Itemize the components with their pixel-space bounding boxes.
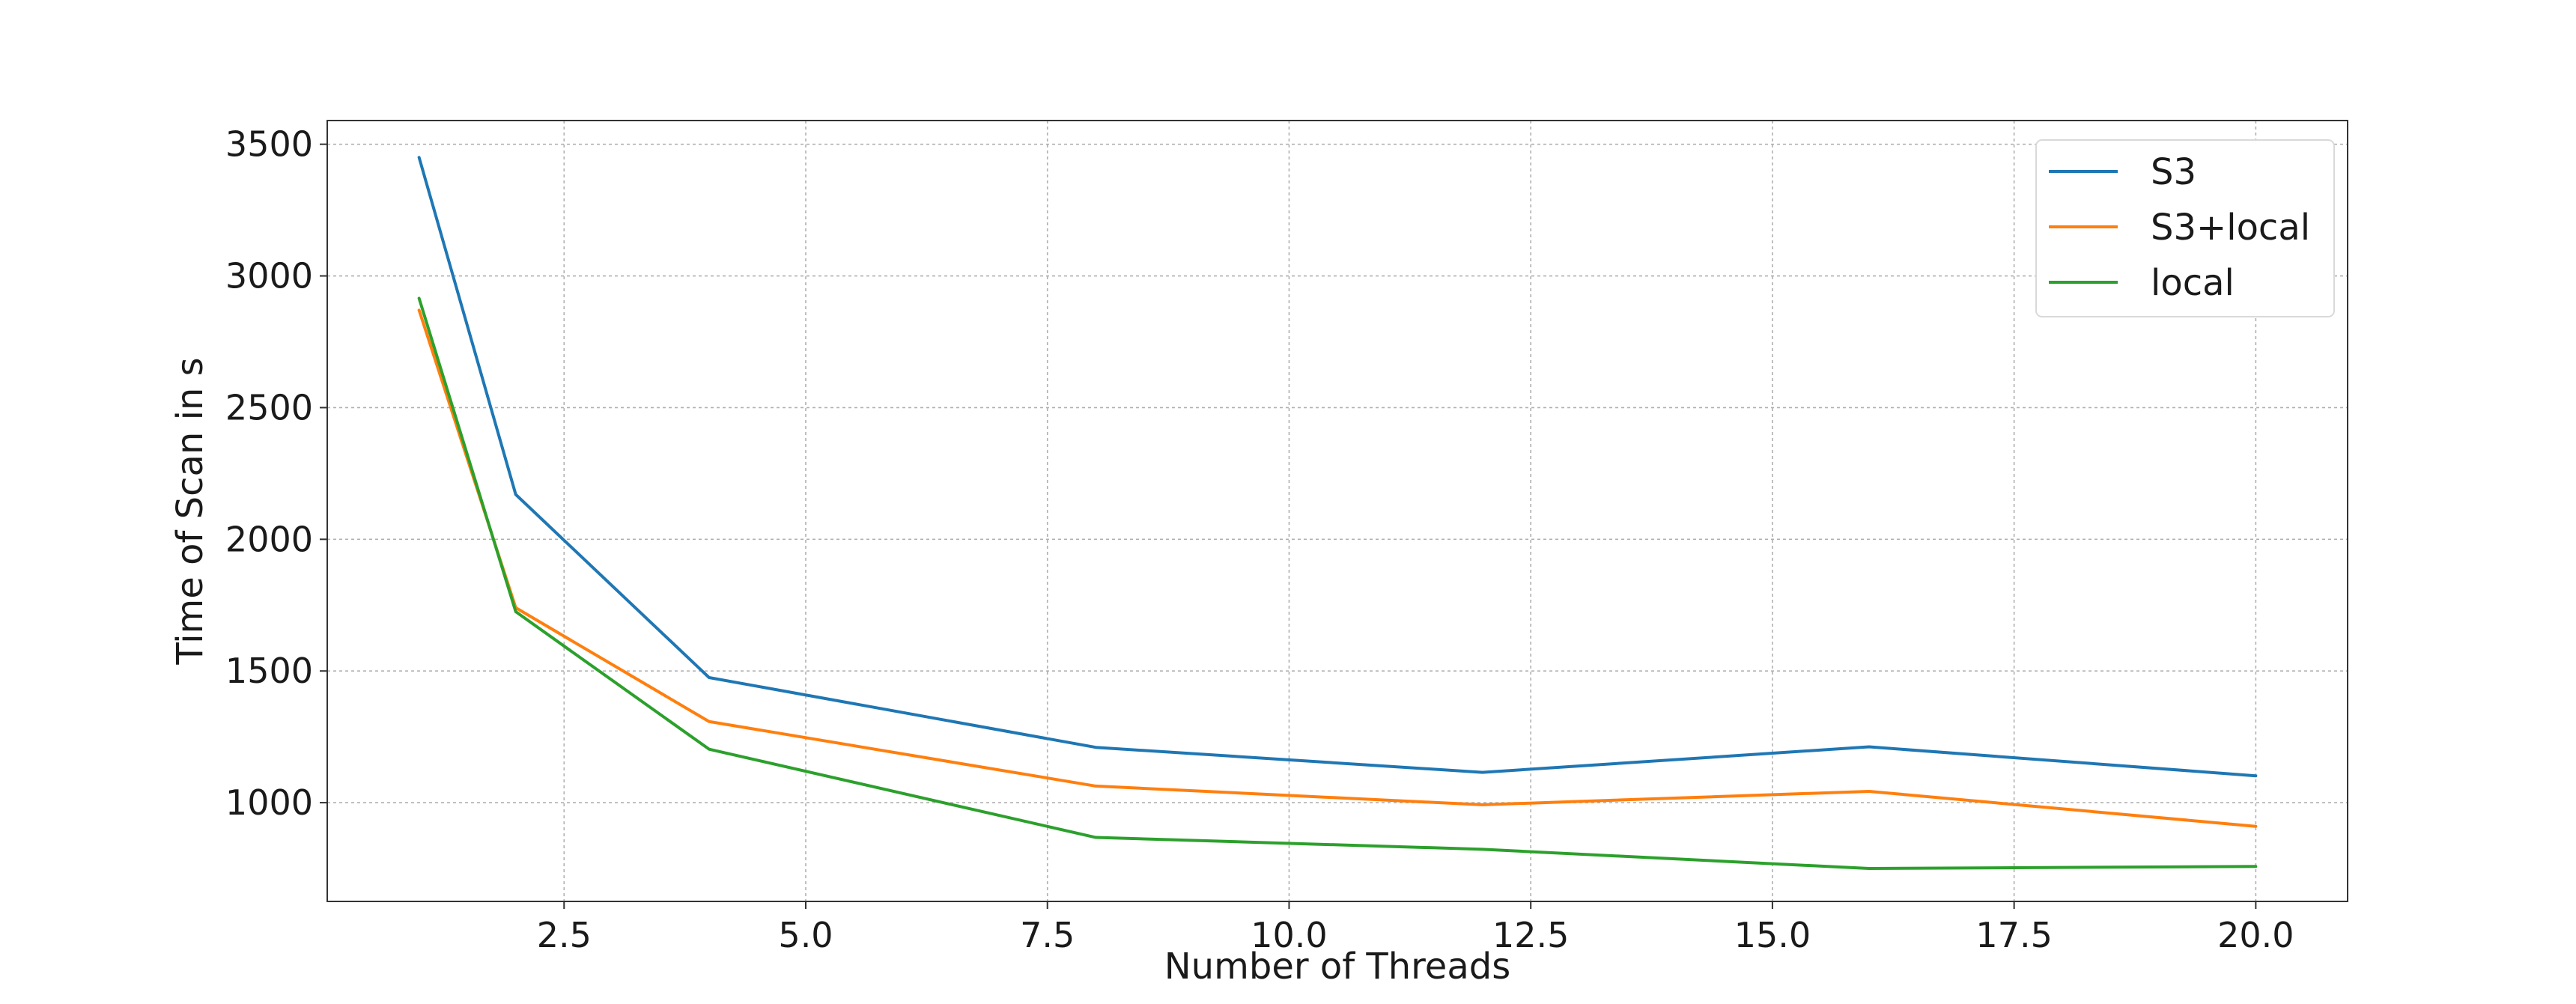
legend-box [2035, 139, 2335, 317]
series-line-local [417, 296, 2258, 871]
legend-label: local [2151, 262, 2235, 304]
y-tick-label: 2000 [225, 519, 313, 559]
y-tick-label: 3000 [225, 256, 313, 296]
y-tick-label: 2500 [225, 387, 313, 428]
series-lines [417, 156, 2258, 871]
x-tick-label: 15.0 [1734, 915, 1811, 955]
x-axis-ticks: 2.5 5.0 7.5 10.0 12.5 15.0 17.5 20.0 [537, 901, 2294, 955]
y-tick-label: 1500 [225, 651, 313, 691]
x-tick-label: 7.5 [1020, 915, 1075, 955]
series-line-s3 [417, 156, 2258, 778]
plot-frame [326, 120, 2348, 902]
x-tick-label: 12.5 [1492, 915, 1569, 955]
legend-label: S3 [2151, 151, 2196, 193]
series-line-s3-local [417, 308, 2258, 828]
x-tick-label: 20.0 [2217, 915, 2294, 955]
legend: S3 S3+local local [2035, 139, 2335, 317]
x-tick-label: 17.5 [1975, 915, 2052, 955]
x-axis-label: Number of Threads [1164, 946, 1510, 988]
y-axis-label: Time of Scan in s [169, 357, 211, 665]
x-tick-label: 10.0 [1251, 915, 1327, 955]
legend-label: S3+local [2151, 207, 2310, 249]
y-axis-ticks: 1000 1500 2000 2500 3000 3500 [225, 124, 327, 823]
grid [327, 121, 2348, 901]
y-tick-label: 1000 [225, 782, 313, 823]
x-tick-label: 5.0 [778, 915, 833, 955]
y-tick-label: 3500 [225, 124, 313, 165]
x-tick-label: 2.5 [537, 915, 592, 955]
